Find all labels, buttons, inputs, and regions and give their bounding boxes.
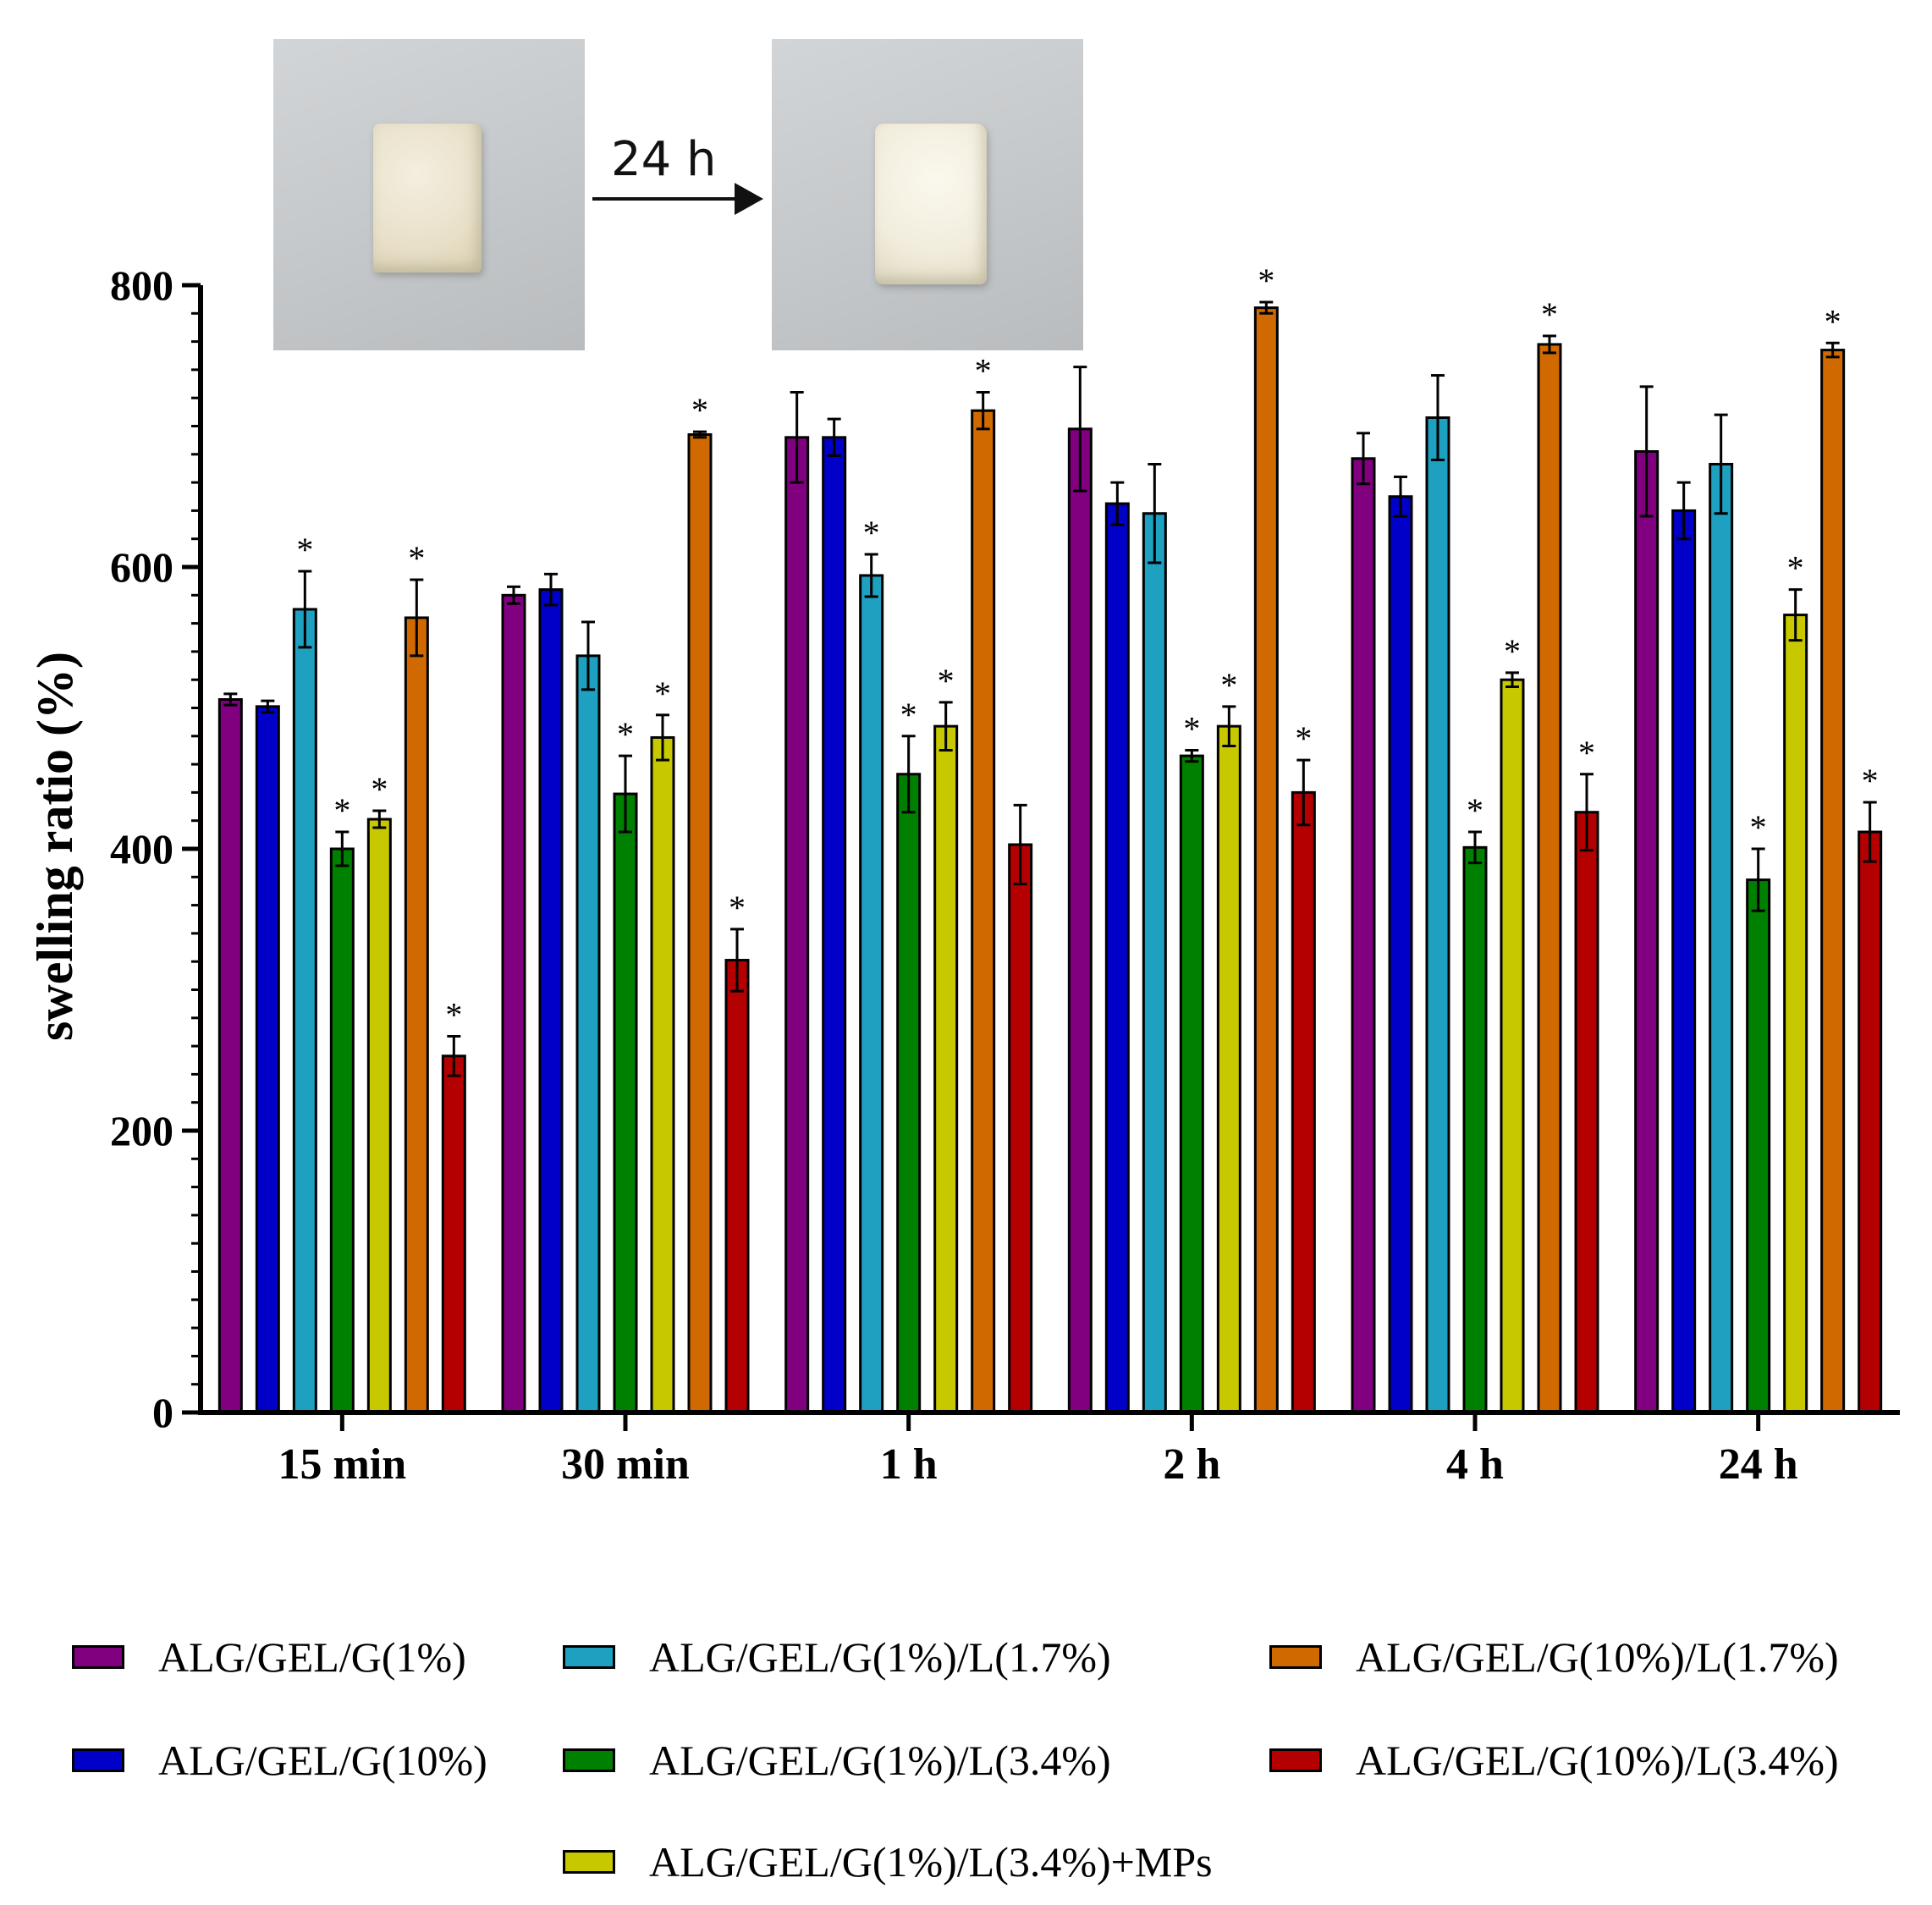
bar	[1008, 843, 1033, 1414]
bar	[1067, 427, 1093, 1414]
y-tick-label: 600	[110, 543, 173, 591]
bar	[784, 436, 810, 1414]
bar	[896, 773, 922, 1414]
y-tick-label: 200	[110, 1107, 173, 1154]
sample-photo-before	[273, 39, 585, 350]
bar	[292, 608, 317, 1414]
significance-marker: *	[654, 674, 671, 713]
bar	[1179, 754, 1204, 1414]
significance-marker: *	[617, 715, 634, 753]
significance-marker: *	[1541, 295, 1558, 333]
significance-marker: *	[729, 889, 746, 927]
bar	[538, 588, 564, 1414]
bar	[1820, 349, 1846, 1414]
x-tick-label: 30 min	[561, 1440, 690, 1489]
significance-marker: *	[900, 696, 917, 734]
significance-marker: *	[1825, 302, 1841, 340]
bar	[613, 792, 638, 1414]
significance-marker: *	[1750, 808, 1767, 846]
significance-marker: *	[1467, 791, 1483, 829]
x-tick-label: 4 h	[1446, 1440, 1504, 1489]
bar	[329, 847, 355, 1414]
bar	[404, 616, 429, 1414]
significance-marker: *	[975, 352, 992, 390]
bar	[255, 705, 280, 1414]
bar	[1500, 678, 1525, 1414]
axes-layer: 0 200 400 600 800 15 min 30 min 1 h 2 h 4 h 24 h	[110, 262, 1900, 1489]
scaffold-sample-swollen	[875, 124, 987, 284]
bar	[1746, 878, 1771, 1414]
y-axis-title: swelling ratio (%)	[27, 652, 83, 1041]
x-tick-label: 24 h	[1719, 1440, 1798, 1489]
bar	[1783, 614, 1808, 1414]
y-tick-label: 0	[152, 1389, 173, 1436]
sample-photo-after	[772, 39, 1083, 350]
significance-marker: *	[371, 770, 388, 808]
bar	[366, 818, 392, 1414]
significance-marker: *	[333, 791, 350, 829]
significance-marker: *	[1295, 719, 1312, 757]
bar	[1425, 416, 1450, 1414]
bar	[1462, 845, 1488, 1414]
significance-marker: *	[1183, 709, 1200, 747]
bar	[1671, 509, 1697, 1414]
significance-marker: *	[691, 391, 708, 429]
x-tick-label: 15 min	[278, 1440, 406, 1489]
bar	[1388, 495, 1413, 1414]
significance-marker: *	[863, 514, 880, 552]
y-tick-label: 400	[110, 825, 173, 873]
bar	[1351, 457, 1376, 1414]
bar	[501, 593, 526, 1414]
bar	[1216, 724, 1241, 1414]
arrow-label: 24 h	[611, 132, 717, 187]
significance-marker: *	[1862, 762, 1879, 800]
bar	[859, 574, 884, 1414]
bar	[1291, 790, 1316, 1414]
significance-marker: *	[1578, 734, 1595, 772]
scaffold-sample-dry	[373, 124, 482, 273]
significance-marker: *	[296, 531, 313, 569]
bar	[575, 654, 601, 1414]
bar	[1574, 811, 1599, 1414]
significance-marker: *	[1258, 262, 1274, 300]
bar	[1634, 449, 1660, 1414]
bar	[933, 724, 959, 1414]
bar	[971, 409, 996, 1414]
bar	[822, 436, 847, 1414]
bar	[724, 959, 750, 1414]
bar	[687, 432, 713, 1414]
bar	[1104, 502, 1130, 1414]
x-tick-label: 2 h	[1163, 1440, 1220, 1489]
bar	[650, 735, 675, 1414]
significance-marker: *	[1220, 666, 1237, 704]
significance-marker: *	[1787, 549, 1804, 587]
time-arrow	[592, 197, 745, 201]
significance-marker: *	[445, 995, 462, 1033]
bar	[1253, 306, 1279, 1414]
significance-marker: *	[408, 539, 425, 577]
bar	[1858, 830, 1883, 1414]
bar	[1709, 462, 1734, 1414]
x-tick-label: 1 h	[880, 1440, 938, 1489]
arrow-head-icon	[735, 183, 763, 215]
y-tick-label: 800	[110, 262, 173, 309]
bars-layer: * * * * * * * * * * * * * * * * * * * * * * * * *	[217, 262, 1883, 1414]
significance-marker: *	[938, 662, 955, 700]
significance-marker: *	[1504, 632, 1521, 670]
bar	[1537, 343, 1562, 1414]
bar	[217, 698, 243, 1414]
bar	[441, 1054, 466, 1414]
bar	[1142, 512, 1167, 1414]
